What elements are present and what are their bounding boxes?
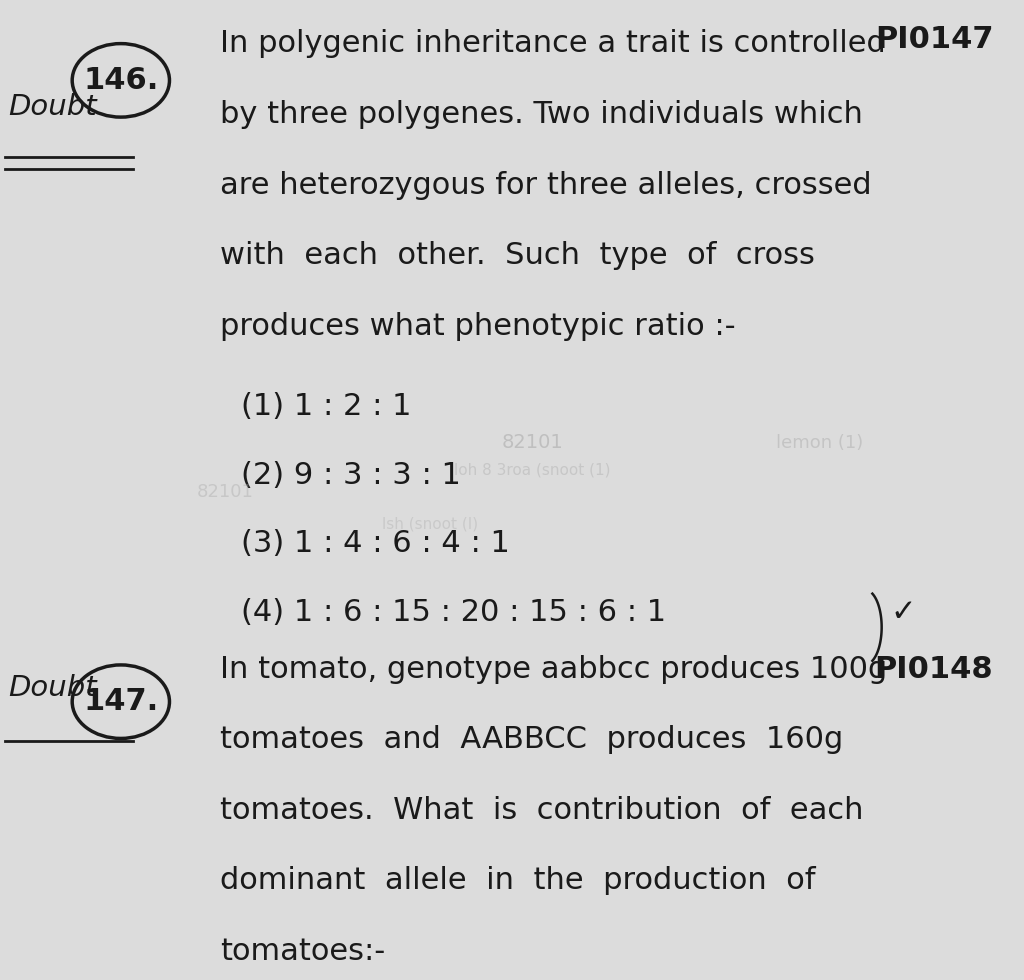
Text: tomatoes  and  AABBCC  produces  160g: tomatoes and AABBCC produces 160g: [220, 725, 844, 755]
Text: PI0148: PI0148: [874, 655, 993, 684]
Text: lsh (snoot (I): lsh (snoot (I): [382, 516, 478, 532]
Text: (4) 1 : 6 : 15 : 20 : 15 : 6 : 1: (4) 1 : 6 : 15 : 20 : 15 : 6 : 1: [241, 598, 666, 627]
Text: with  each  other.  Such  type  of  cross: with each other. Such type of cross: [220, 241, 815, 270]
Text: ✓: ✓: [891, 598, 916, 627]
Text: lemon (1): lemon (1): [775, 434, 863, 452]
Text: Doubt: Doubt: [8, 674, 97, 703]
Text: 147.: 147.: [83, 687, 159, 716]
Text: loh 8 3roa (snoot (1): loh 8 3roa (snoot (1): [455, 463, 610, 478]
Text: In polygenic inheritance a trait is controlled: In polygenic inheritance a trait is cont…: [220, 29, 886, 59]
Text: dominant  allele  in  the  production  of: dominant allele in the production of: [220, 866, 816, 896]
Text: PI0147: PI0147: [874, 24, 993, 54]
Text: In tomato, genotype aabbcc produces 100g: In tomato, genotype aabbcc produces 100g: [220, 655, 888, 684]
Text: (2) 9 : 3 : 3 : 1: (2) 9 : 3 : 3 : 1: [241, 461, 461, 490]
Text: are heterozygous for three alleles, crossed: are heterozygous for three alleles, cros…: [220, 171, 871, 200]
Text: 146.: 146.: [83, 66, 159, 95]
Text: tomatoes:-: tomatoes:-: [220, 937, 385, 966]
Text: produces what phenotypic ratio :-: produces what phenotypic ratio :-: [220, 312, 736, 341]
Text: (1) 1 : 2 : 1: (1) 1 : 2 : 1: [241, 392, 412, 421]
Text: (3) 1 : 4 : 6 : 4 : 1: (3) 1 : 4 : 6 : 4 : 1: [241, 529, 510, 559]
Text: 82101: 82101: [197, 483, 254, 501]
Text: tomatoes.  What  is  contribution  of  each: tomatoes. What is contribution of each: [220, 796, 863, 825]
Text: Doubt: Doubt: [8, 93, 97, 122]
Text: by three polygenes. Two individuals which: by three polygenes. Two individuals whic…: [220, 100, 863, 129]
Text: 82101: 82101: [502, 433, 563, 453]
